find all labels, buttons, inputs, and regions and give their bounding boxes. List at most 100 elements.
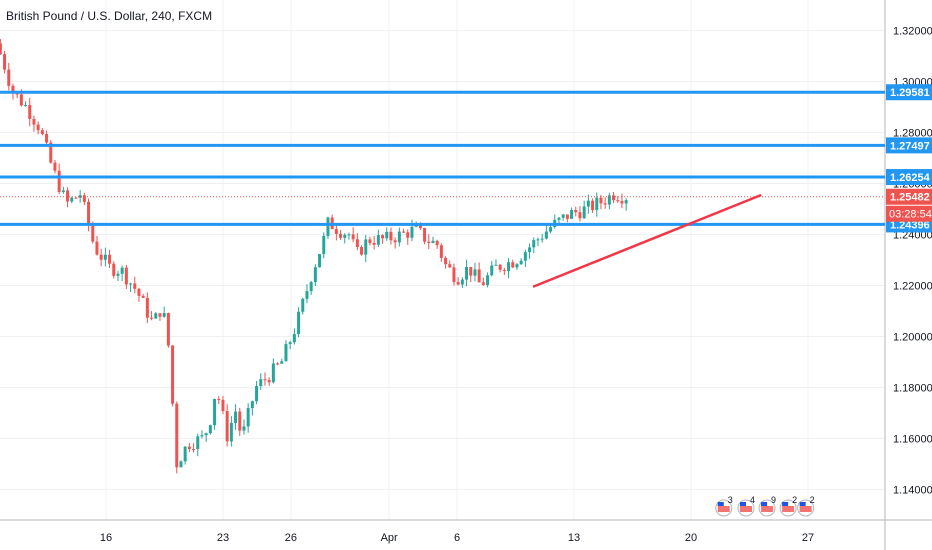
candle-body: [544, 231, 548, 239]
candle-body: [78, 195, 82, 198]
event-flag-stripes: [739, 506, 752, 512]
candle-body: [217, 398, 221, 400]
candle-body: [192, 449, 196, 451]
candle-body: [129, 283, 133, 285]
candle-body: [246, 408, 250, 427]
candle-body: [179, 461, 183, 468]
bar-countdown-tag: [886, 205, 932, 222]
candle-body: [36, 124, 40, 131]
candle-body: [570, 210, 574, 219]
candle-body: [532, 240, 536, 248]
candle-body: [166, 312, 170, 346]
candle-body: [87, 201, 91, 225]
candle-body: [406, 232, 410, 238]
candle-body: [200, 435, 204, 437]
candle-body: [456, 282, 460, 285]
level-price-tag: [886, 169, 932, 186]
candle-body: [250, 401, 254, 409]
candle-body: [242, 426, 246, 431]
candle-body: [0, 43, 2, 55]
candle-body: [267, 380, 271, 383]
candle-body: [133, 283, 137, 289]
candle-body: [271, 363, 275, 383]
candle-body: [355, 239, 359, 247]
candle-body: [66, 190, 70, 202]
candle-body: [11, 85, 15, 94]
candle-body: [70, 197, 74, 202]
candle-body: [473, 269, 477, 276]
candle-body: [574, 210, 578, 213]
candle-body: [91, 224, 95, 242]
candle-body: [376, 235, 380, 245]
time-tick-label: 6: [454, 532, 460, 544]
level-price-tag: [886, 84, 932, 101]
candle-body: [599, 197, 603, 204]
candle-body: [364, 239, 368, 255]
time-tick-label: 27: [802, 532, 814, 544]
candle-body: [225, 411, 229, 442]
candle-body: [410, 226, 414, 238]
candle-body: [145, 297, 149, 318]
candle-body: [322, 235, 326, 255]
time-tick-label: 20: [685, 532, 697, 544]
candle-body: [397, 231, 401, 243]
candle-body: [187, 446, 191, 450]
event-count-label: 3: [728, 495, 733, 505]
candle-body: [540, 238, 544, 240]
candle-body: [53, 162, 57, 171]
candle-body: [477, 269, 481, 283]
candle-body: [389, 231, 393, 241]
time-tick-label: 23: [217, 532, 229, 544]
candle-body: [318, 254, 322, 268]
candle-body: [481, 282, 485, 286]
candle-body: [7, 69, 11, 86]
trend-line[interactable]: [532, 193, 762, 288]
candle-body: [297, 311, 301, 335]
candle-body: [418, 224, 422, 229]
candle-body: [368, 239, 372, 244]
candle-body: [603, 203, 607, 205]
candle-body: [15, 93, 19, 95]
candle-body: [595, 197, 599, 211]
price-tick-label: 1.16000: [893, 433, 932, 445]
candle-body: [460, 279, 464, 285]
candle-body: [292, 334, 296, 343]
level-price-label: 1.27497: [890, 140, 930, 152]
candle-body: [523, 252, 527, 261]
candle-body: [313, 267, 317, 283]
candle-body: [343, 234, 347, 238]
candle-body: [423, 228, 427, 242]
event-flag-canton: [739, 502, 746, 506]
level-price-tag: [886, 137, 932, 154]
candle-body: [259, 379, 263, 387]
event-flag-stripes: [799, 506, 812, 512]
candle-body: [435, 240, 439, 246]
candle-body: [448, 264, 452, 268]
candle-body: [439, 245, 443, 258]
candle-body: [301, 298, 305, 312]
candle-body: [351, 234, 355, 240]
candle-body: [154, 313, 158, 319]
candle-body: [204, 433, 208, 436]
candle-body: [57, 170, 61, 193]
candle-body: [263, 379, 267, 381]
candle-body: [255, 386, 259, 402]
candle-body: [490, 265, 494, 276]
candle-body: [519, 260, 523, 265]
event-count-label: 4: [750, 495, 755, 505]
candle-body: [171, 345, 175, 404]
candle-body: [99, 254, 103, 260]
candle-body: [284, 344, 288, 362]
candle-body: [339, 233, 343, 238]
candle-body: [137, 288, 141, 296]
price-tick-label: 1.22000: [893, 280, 932, 292]
bar-countdown-label: 03:28:54: [889, 209, 932, 221]
candle-body: [536, 239, 540, 241]
event-count-label: 9: [771, 495, 776, 505]
price-tick-label: 1.18000: [893, 382, 932, 394]
candle-body: [309, 282, 313, 292]
candle-body: [565, 214, 569, 219]
candle-body: [24, 105, 28, 107]
level-price-label: 1.26254: [890, 172, 931, 184]
